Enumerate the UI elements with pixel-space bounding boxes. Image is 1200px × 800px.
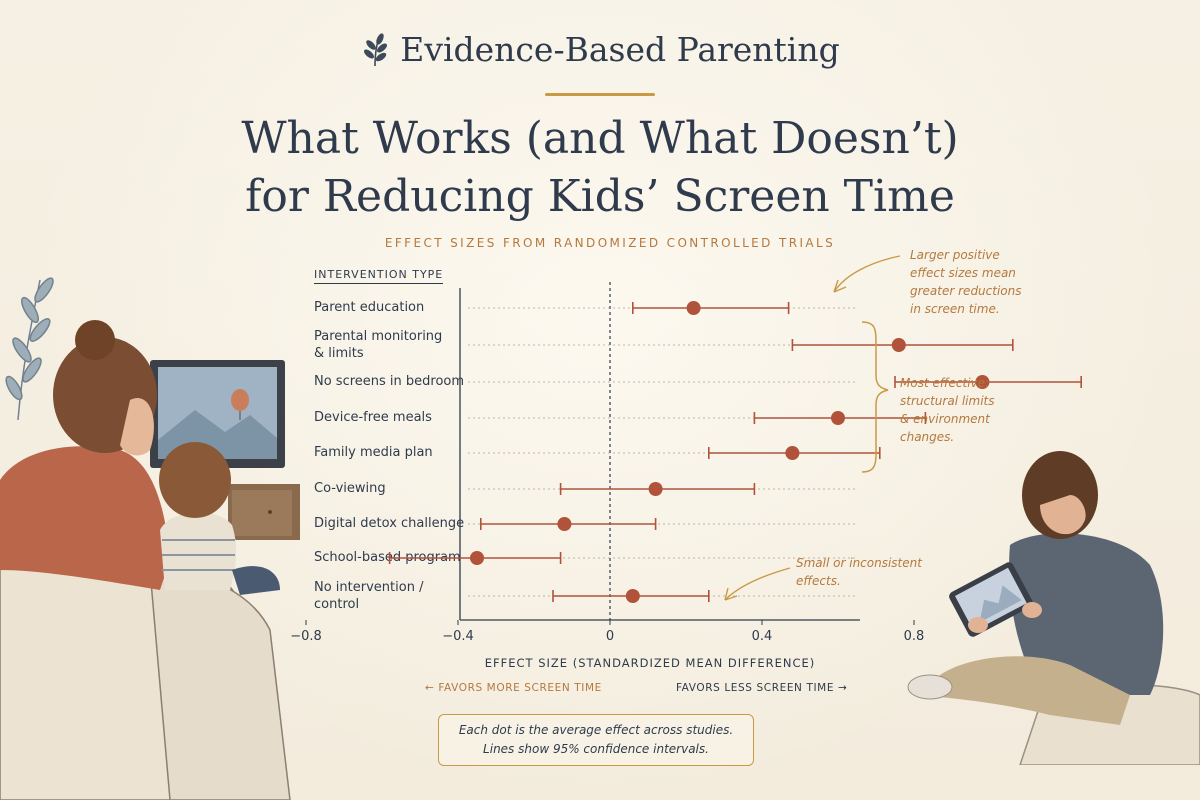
- intervention-label-line: No intervention /: [314, 580, 424, 595]
- headline: What Works (and What Doesn’t) for Reduci…: [0, 110, 1200, 226]
- effect-point: [686, 301, 701, 315]
- effective-group-brace: [861, 321, 889, 473]
- annotation-line: greater reductions: [910, 284, 1022, 298]
- annotation-line: effects.: [796, 574, 841, 588]
- intervention-label-line: Device-free meals: [314, 410, 432, 425]
- annotation-most-effective: Most effective: structural limits & envi…: [900, 374, 995, 446]
- intervention-label: Parental monitoring & limits: [314, 328, 442, 362]
- annotation-larger-effects: Larger positive effect sizes mean greate…: [910, 246, 1022, 318]
- annotation-arrowhead: [724, 587, 738, 601]
- intervention-label-line: Family media plan: [314, 445, 433, 460]
- annotation-line: & environment: [900, 412, 990, 426]
- method-note-line: Lines show 95% confidence intervals.: [483, 742, 709, 756]
- x-tick-label: 0.8: [904, 629, 925, 644]
- brand-title: Evidence-Based Parenting: [0, 30, 1200, 69]
- olive-sprig-icon: [364, 33, 388, 67]
- effect-point: [975, 375, 990, 389]
- favors-more-label: ← FAVORS MORE SCREEN TIME: [425, 682, 602, 694]
- intervention-label: No intervention / control: [314, 579, 423, 613]
- intervention-label-line: Parent education: [314, 300, 425, 315]
- effect-point: [831, 411, 845, 425]
- favors-less-label: FAVORS LESS SCREEN TIME →: [676, 682, 848, 694]
- x-tick-label: 0.4: [752, 629, 773, 644]
- parent-child-tv-illustration: [0, 277, 300, 800]
- chart-subtitle: EFFECT SIZES FROM RANDOMIZED CONTROLLED …: [384, 236, 836, 250]
- intervention-label-line: No screens in bedroom: [314, 374, 465, 389]
- annotation-arrow: [833, 255, 901, 293]
- brand-divider: [545, 93, 655, 96]
- intervention-label-line: & limits: [314, 346, 364, 361]
- effect-point: [785, 446, 800, 460]
- brand-name: Evidence-Based Parenting: [400, 30, 840, 69]
- intervention-label: Parent education: [314, 299, 424, 316]
- method-note: Each dot is the average effect across st…: [438, 714, 754, 766]
- x-tick-label: −0.8: [290, 629, 322, 644]
- intervention-label-line: School-based program: [314, 550, 461, 565]
- x-tick-label: −0.4: [442, 629, 474, 644]
- intervention-label: No screens in bedroom: [314, 373, 464, 390]
- effect-point: [557, 517, 572, 531]
- intervention-label: Co-viewing: [314, 480, 386, 497]
- column-header: INTERVENTION TYPE: [314, 268, 444, 284]
- intervention-label: Digital detox challenge: [314, 515, 464, 532]
- intervention-label-line: Parental monitoring: [314, 329, 443, 344]
- headline-line-2: for Reducing Kids’ Screen Time: [245, 171, 955, 222]
- intervention-label: Family media plan: [314, 444, 433, 461]
- x-axis-label: EFFECT SIZE (STANDARDIZED MEAN DIFFERENC…: [484, 656, 816, 670]
- intervention-label: School-based program: [314, 549, 461, 566]
- boy-with-tablet-illustration: [907, 451, 1200, 765]
- method-note-line: Each dot is the average effect across st…: [458, 723, 734, 737]
- intervention-label-line: control: [314, 597, 360, 612]
- intervention-label-line: Co-viewing: [314, 481, 386, 496]
- annotation-line: structural limits: [900, 394, 995, 408]
- annotation-line: in screen time.: [910, 302, 1000, 316]
- effect-point: [625, 589, 640, 603]
- effect-point: [470, 551, 484, 565]
- annotation-line: Small or inconsistent: [796, 556, 922, 570]
- x-tick-label: 0: [606, 629, 614, 644]
- annotation-arrow: [724, 567, 791, 601]
- effect-point: [648, 482, 663, 496]
- annotation-line: Larger positive: [910, 248, 1000, 262]
- intervention-label-line: Digital detox challenge: [314, 516, 465, 531]
- annotation-line: Most effective:: [900, 376, 990, 390]
- annotation-small-effects: Small or inconsistent effects.: [796, 554, 922, 590]
- annotation-line: changes.: [900, 430, 955, 444]
- annotation-arrowhead: [833, 279, 847, 293]
- annotation-line: effect sizes mean: [910, 266, 1016, 280]
- effect-point: [891, 338, 906, 352]
- headline-line-1: What Works (and What Doesn’t): [241, 113, 959, 164]
- intervention-label: Device-free meals: [314, 409, 432, 426]
